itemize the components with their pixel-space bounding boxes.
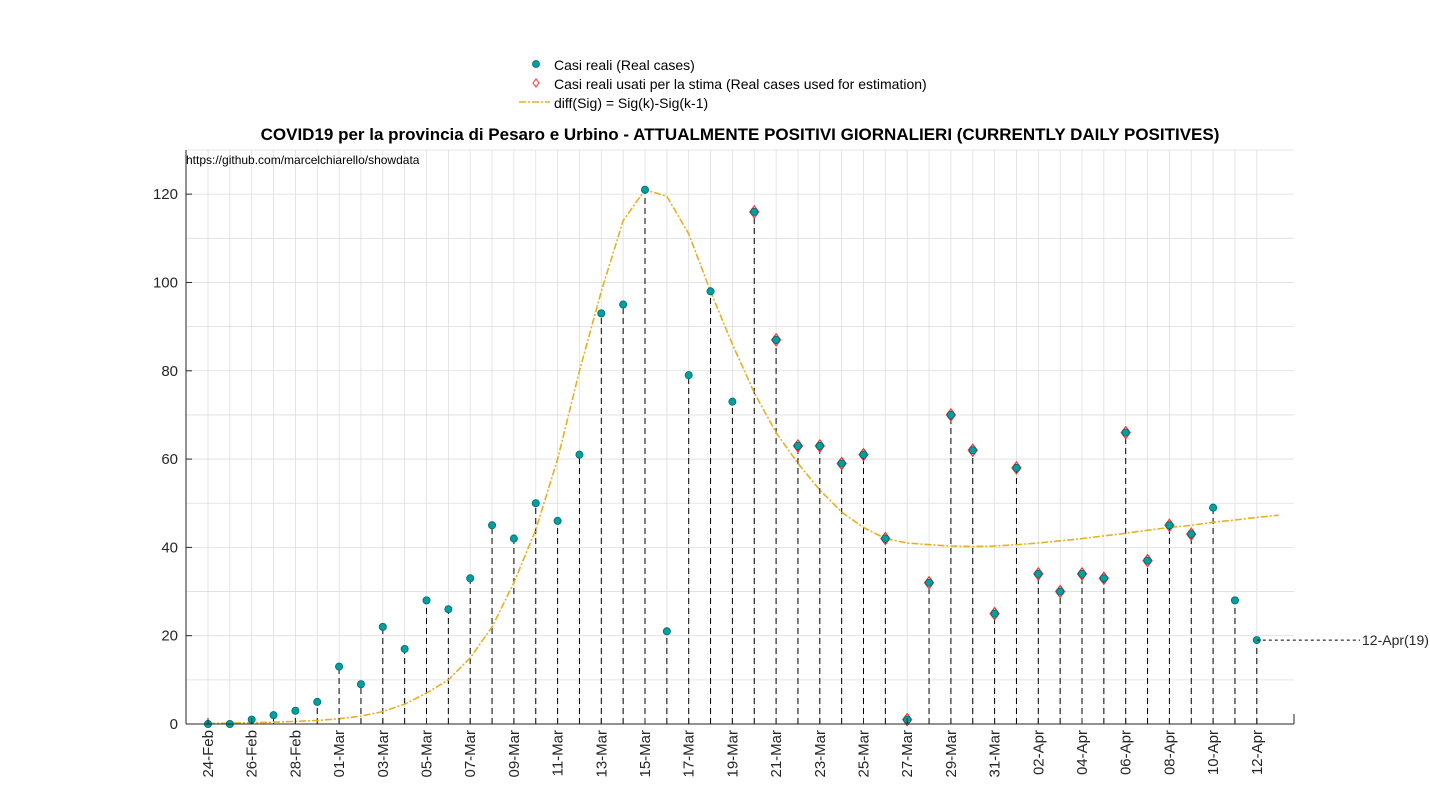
legend-marker-real: [532, 60, 540, 68]
last-point-annotation: 12-Apr(19): [1256, 632, 1429, 648]
x-tick-label: 29-Mar: [943, 730, 960, 778]
x-tick-label: 19-Mar: [724, 730, 741, 778]
real-data-point: [750, 207, 759, 216]
x-tick-label: 17-Mar: [681, 730, 698, 778]
real-data-point: [1012, 463, 1021, 472]
real-data-point: [619, 300, 628, 309]
real-data-point: [575, 450, 584, 459]
real-data-point: [291, 706, 300, 715]
real-data-point: [641, 185, 650, 194]
x-tick-label: 21-Mar: [768, 730, 785, 778]
x-tick-label: 07-Mar: [462, 730, 479, 778]
real-data-point: [793, 441, 802, 450]
x-tick-label: 28-Feb: [287, 730, 304, 778]
real-data-point: [772, 335, 781, 344]
x-tick-label: 06-Apr: [1118, 730, 1135, 775]
x-tick-labels: 24-Feb 26-Feb 28-Feb 01-Mar 03-Mar 05-Mar 07-M…: [200, 718, 1266, 778]
real-data-point: [269, 711, 278, 720]
real-data-point: [1187, 530, 1196, 539]
y-tick-label: 20: [161, 628, 178, 645]
x-tick-label: 23-Mar: [812, 730, 829, 778]
chart-title: COVID19 per la provincia di Pesaro e Urb…: [261, 125, 1220, 144]
x-tick-label: 25-Mar: [856, 730, 873, 778]
x-tick-label: 15-Mar: [637, 730, 654, 778]
real-data-point: [335, 662, 344, 671]
real-data-point: [597, 309, 606, 318]
real-data-point: [400, 644, 409, 653]
x-tick-label: 31-Mar: [987, 730, 1004, 778]
real-data-point: [356, 680, 365, 689]
stem-lines: [251, 189, 1258, 724]
x-tick-label: 04-Apr: [1074, 730, 1091, 775]
real-data-point: [1078, 569, 1087, 578]
legend-label-real: Casi reali (Real cases): [554, 57, 695, 73]
legend-label-used: Casi reali usati per la stima (Real case…: [554, 76, 927, 92]
real-data-point: [946, 410, 955, 419]
real-data-point: [378, 622, 387, 631]
y-tick-labels: 0 20 40 60 80 100 120: [153, 186, 192, 733]
real-data-point: [684, 371, 693, 380]
real-data-point: [1209, 503, 1218, 512]
source-url-text: https://github.com/marcelchiarello/showd…: [186, 153, 420, 167]
real-data-point: [509, 534, 518, 543]
real-data-point: [662, 627, 671, 636]
real-data-point: [1165, 521, 1174, 530]
real-data-point: [990, 609, 999, 618]
real-data-point: [488, 521, 497, 530]
real-data-point: [881, 534, 890, 543]
x-tick-label: 02-Apr: [1030, 730, 1047, 775]
x-tick-label: 01-Mar: [331, 730, 348, 778]
y-tick-label: 40: [161, 539, 178, 556]
y-tick-label: 120: [153, 186, 178, 203]
real-data-point: [1099, 574, 1108, 583]
x-tick-label: 03-Mar: [375, 730, 392, 778]
real-data-point: [1230, 596, 1239, 605]
real-data-point: [815, 441, 824, 450]
real-data-point: [422, 596, 431, 605]
real-data-point: [466, 574, 475, 583]
real-data-point: [1143, 556, 1152, 565]
annotation-label: 12-Apr(19): [1362, 632, 1429, 648]
real-data-point: [968, 446, 977, 455]
y-tick-label: 0: [170, 716, 178, 733]
x-tick-label: 24-Feb: [200, 730, 217, 778]
legend-label-fit: diff(Sig) = Sig(k)-Sig(k-1): [554, 95, 708, 111]
real-data-point: [837, 459, 846, 468]
real-data-point: [859, 450, 868, 459]
y-tick-label: 100: [153, 274, 178, 291]
grid-lines: [186, 149, 1294, 725]
real-data-point: [728, 397, 737, 406]
real-data-point: [706, 287, 715, 296]
x-tick-label: 08-Apr: [1161, 730, 1178, 775]
real-data-point: [1121, 428, 1130, 437]
x-tick-label: 13-Mar: [593, 730, 610, 778]
real-data-point: [925, 578, 934, 587]
fit-curve-line: [207, 188, 1279, 725]
real-data-point: [553, 516, 562, 525]
x-tick-label: 09-Mar: [506, 730, 523, 778]
legend: Casi reali (Real cases) Casi reali usati…: [519, 57, 927, 111]
legend-marker-used: [532, 78, 540, 88]
x-tick-label: 12-Apr: [1249, 730, 1266, 775]
x-tick-label: 26-Feb: [244, 730, 261, 778]
x-tick-label: 27-Mar: [899, 730, 916, 778]
x-tick-label: 05-Mar: [419, 730, 436, 778]
data-points: [203, 185, 1261, 729]
real-data-point: [444, 605, 453, 614]
y-tick-label: 60: [161, 451, 178, 468]
real-data-point: [313, 697, 322, 706]
real-data-point: [531, 499, 540, 508]
real-data-point: [1056, 587, 1065, 596]
x-tick-label: 11-Mar: [550, 730, 567, 776]
axes: [185, 150, 1295, 725]
y-tick-label: 80: [161, 363, 178, 380]
real-data-point: [1034, 569, 1043, 578]
x-tick-label: 10-Apr: [1205, 730, 1222, 775]
